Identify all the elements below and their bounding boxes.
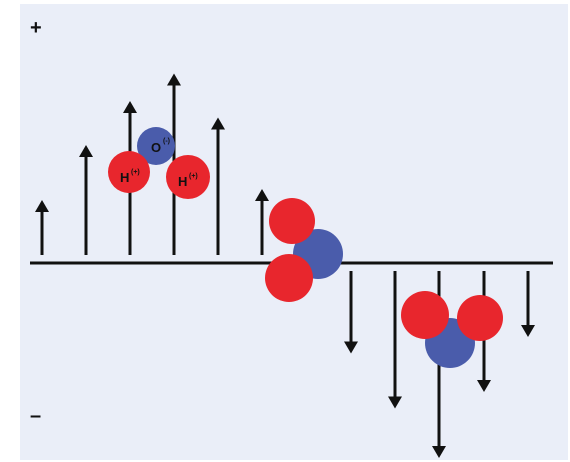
field-arrow-up-head — [211, 117, 225, 130]
field-arrow-up-head — [35, 200, 49, 212]
hydrogen-charge-right: (+) — [189, 173, 198, 180]
hydrogen-label-left: H — [120, 170, 129, 185]
field-arrow-down-head — [477, 380, 491, 392]
field-arrow-down-head — [521, 325, 535, 337]
field-arrow-up-head — [255, 189, 269, 201]
field-arrow-up-head — [123, 101, 137, 113]
hydrogen-atom-right — [166, 155, 210, 199]
oxygen-atom — [137, 127, 175, 165]
field-arrow-down-head — [344, 341, 358, 354]
water-molecule-labeled: O (-) H (+) H (+) — [108, 127, 210, 199]
oxygen-charge: (-) — [163, 138, 170, 145]
hydrogen-atom-left — [108, 151, 150, 193]
hydrogen-atom-bottom — [265, 254, 313, 302]
field-arrow-up-head — [167, 73, 181, 86]
field-arrow-up-head — [79, 145, 93, 157]
hydrogen-atom-right — [457, 295, 503, 341]
positive-sign-label: + — [30, 17, 42, 39]
hydrogen-atom-left — [401, 291, 449, 339]
water-molecule-center — [265, 198, 343, 302]
hydrogen-charge-left: (+) — [131, 169, 140, 176]
hydrogen-label-right: H — [178, 174, 187, 189]
oxygen-label: O — [151, 140, 161, 155]
hydrogen-atom-top — [269, 198, 315, 244]
water-molecule-lower — [401, 291, 503, 368]
field-arrow-down-head — [388, 396, 402, 409]
field-arrow-down-head — [432, 446, 446, 458]
negative-sign-label: – — [30, 405, 42, 427]
